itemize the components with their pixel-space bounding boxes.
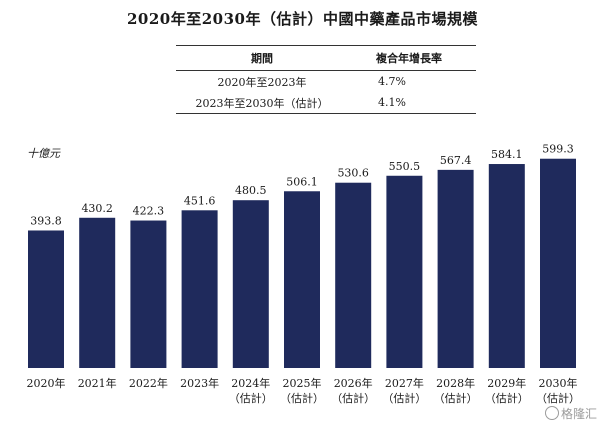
bar — [386, 175, 423, 368]
cagr-table-row: 2023年至2030年（估計） 4.1% — [176, 92, 476, 114]
bar-value-label: 480.5 — [235, 184, 267, 197]
bar — [284, 191, 320, 368]
bar — [437, 169, 474, 368]
bar-value-label: 422.3 — [133, 205, 165, 218]
bar-value-label: 599.3 — [542, 143, 574, 156]
chart-title: 2020年至2030年（估計）中國中藥產品市場規模 — [127, 10, 478, 28]
bar — [488, 164, 525, 368]
bar — [335, 182, 372, 368]
x-tick-label: （估計） — [382, 391, 426, 405]
x-tick-label: （估計） — [434, 391, 478, 405]
x-tick-label: 2024年 — [231, 376, 270, 390]
x-tick-label: 2030年 — [539, 376, 578, 390]
x-tick-label: 2029年 — [487, 376, 526, 390]
x-tick-label: 2022年 — [129, 376, 168, 390]
x-tick-label: 2021年 — [78, 376, 117, 390]
bar — [79, 217, 116, 368]
bar-value-label: 567.4 — [440, 154, 472, 167]
cagr-rate: 4.1% — [348, 92, 476, 114]
bar-value-label: 550.5 — [389, 160, 421, 173]
cagr-header-rate: 複合年增長率 — [348, 45, 476, 71]
x-tick-label: （估計） — [536, 391, 580, 405]
cagr-period: 2023年至2030年（估計） — [176, 92, 348, 114]
watermark-text: 格隆汇 — [560, 407, 597, 421]
bar-value-label: 506.1 — [286, 175, 318, 188]
x-tick-label: （估計） — [331, 391, 375, 405]
cagr-table-row: 2020年至2023年 4.7% — [176, 71, 476, 93]
bar-value-label: 584.1 — [491, 148, 523, 161]
bar-value-label: 393.8 — [30, 214, 62, 227]
watermark-logo-icon — [544, 406, 559, 420]
x-tick-label: 2020年 — [27, 376, 66, 390]
x-tick-label: 2023年 — [180, 376, 219, 390]
x-tick-label: 2025年 — [283, 376, 322, 390]
x-tick-label: （估計） — [485, 391, 529, 405]
bar-value-label: 430.2 — [81, 202, 113, 215]
bar — [28, 230, 64, 368]
y-unit-label: 十億元 — [27, 147, 60, 160]
cagr-table: 期間 複合年增長率 2020年至2023年 4.7% 2023年至2030年（估… — [176, 45, 476, 114]
x-tick-label: 2028年 — [436, 376, 475, 390]
cagr-header-period: 期間 — [176, 45, 348, 71]
cagr-table-header-row: 期間 複合年增長率 — [176, 45, 476, 71]
bar — [130, 220, 167, 368]
x-tick-label: （估計） — [280, 391, 324, 405]
bar — [232, 200, 269, 368]
bar — [540, 158, 576, 368]
bar-value-label: 451.6 — [184, 194, 216, 207]
cagr-rate: 4.7% — [378, 75, 406, 88]
x-tick-label: 2027年 — [385, 376, 424, 390]
bar-value-label: 530.6 — [337, 167, 369, 180]
watermark: 格隆汇 — [544, 405, 597, 422]
x-tick-label: 2026年 — [334, 376, 373, 390]
cagr-period: 2020年至2023年 — [217, 75, 307, 89]
x-tick-label: （估計） — [229, 391, 273, 405]
bar — [181, 210, 218, 368]
